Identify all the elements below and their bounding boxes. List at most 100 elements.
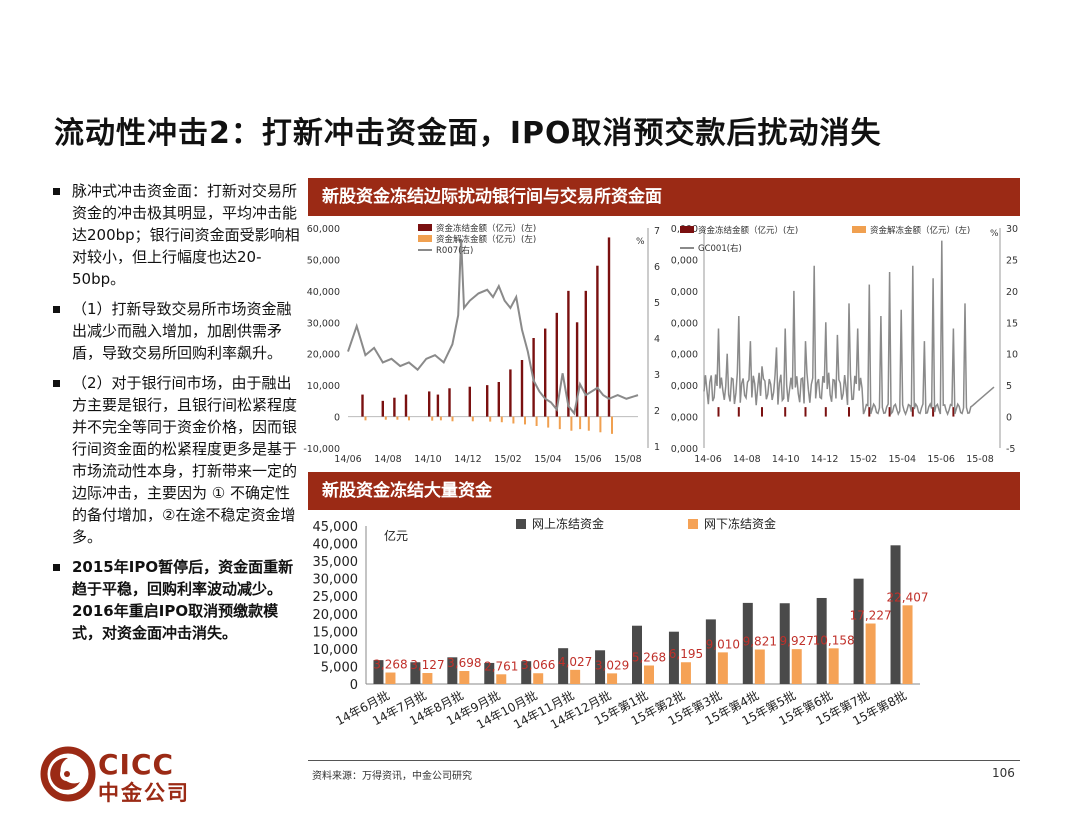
- page-title: 流动性冲击2：打新冲击资金面，IPO取消预交款后扰动消失: [54, 116, 882, 151]
- data-label: 5,268: [632, 651, 666, 665]
- logo-text-en: CICC: [98, 748, 175, 781]
- legend-label: 网下冻结资金: [704, 516, 776, 531]
- bar-offline: [496, 674, 507, 684]
- y-tick-label: 35,000: [313, 555, 359, 570]
- legend-swatch: [680, 226, 694, 233]
- freeze-bar: [567, 290, 570, 417]
- unfreeze-bar: [547, 416, 550, 428]
- footer-divider: [308, 760, 1020, 761]
- data-label: 3,698: [447, 656, 481, 670]
- unfreeze-bar: [599, 416, 602, 433]
- legend-label: 资金解冻金额（亿元）(左): [436, 234, 536, 245]
- y-tick-label: 40,000: [313, 538, 359, 553]
- x-tick-label: 15-08: [966, 454, 994, 465]
- freeze-bar: [784, 407, 787, 417]
- freeze-bar: [868, 407, 871, 417]
- bar-online: [484, 662, 495, 684]
- y-tick-label: 10,000: [313, 643, 359, 658]
- y-left-tick-label: 0,000: [671, 444, 698, 455]
- bar-online: [705, 619, 716, 684]
- r007-line: [347, 238, 639, 416]
- y-tick-label: 5,000: [321, 660, 358, 675]
- x-tick-label: 15-06: [927, 454, 955, 465]
- freeze-bar: [888, 407, 891, 417]
- data-label: 9,821: [743, 635, 777, 649]
- unfreeze-bar: [364, 416, 367, 421]
- unfreeze-bar: [500, 416, 503, 423]
- y-left-tick-label: 0,000: [671, 255, 698, 266]
- source-note: 资料来源：万得资讯，中金公司研究: [312, 771, 472, 782]
- bullet-text: （2）对于银行间市场，由于融出方主要是银行，且银行间松紧程度并不完全等同于资金价…: [72, 374, 298, 546]
- logo-text-cn: 中金公司: [98, 781, 190, 805]
- unfreeze-bar: [512, 416, 515, 424]
- legend-label: 资金冻结金额（亿元）(左): [698, 225, 798, 236]
- freeze-bar: [555, 312, 558, 417]
- y-right-unit: %: [990, 229, 999, 239]
- y-tick-label: 25,000: [313, 590, 359, 605]
- y-left-tick-label: 50,000: [307, 255, 340, 266]
- freeze-bar: [804, 407, 807, 417]
- y-left-tick-label: 0: [334, 413, 340, 424]
- legend-label: R007(右): [436, 245, 473, 256]
- freeze-bar: [717, 407, 720, 417]
- chart-ipo-frozen-funds: 45,000 40,000 35,000 30,000 25,000 20,000 15,0…: [313, 516, 929, 732]
- x-tick-label: 14-08: [733, 454, 761, 465]
- x-tick-label: 14-12: [811, 454, 839, 465]
- y-left-tick-label: 20,000: [307, 350, 340, 361]
- y-right-tick-label: 20: [1006, 287, 1018, 298]
- unfreeze-bar: [570, 416, 573, 431]
- y-right-tick-label: 7: [654, 226, 660, 237]
- bar-online: [447, 657, 458, 684]
- freeze-bar: [361, 394, 364, 417]
- bar-offline: [717, 652, 728, 684]
- x-tick-label: 14/10: [414, 454, 441, 465]
- y-left-tick-label: 40,000: [307, 287, 340, 298]
- data-label: 3,127: [410, 658, 444, 672]
- y-right-tick-label: 0: [1006, 413, 1012, 424]
- freeze-bar: [393, 397, 396, 417]
- y-right-tick-label: 1: [654, 442, 660, 453]
- legend-swatch: [418, 224, 432, 231]
- freeze-bar: [428, 391, 431, 417]
- page-number: 106: [992, 766, 1015, 780]
- unfreeze-bar: [524, 416, 526, 425]
- freeze-bar: [381, 400, 384, 417]
- bar-offline: [385, 672, 396, 684]
- bar-offline: [422, 673, 433, 684]
- legend-label: 资金冻结金额（亿元）(左): [436, 223, 536, 234]
- freeze-bar: [848, 407, 850, 417]
- y-right-tick-label: 5: [654, 298, 660, 309]
- freeze-bar: [607, 237, 611, 417]
- bullet-square-icon: [53, 188, 60, 195]
- data-label: 10,158: [813, 633, 855, 647]
- bar-online: [668, 631, 679, 684]
- bar-online: [779, 603, 790, 684]
- bar-offline: [828, 648, 839, 684]
- legend-swatch: [516, 519, 526, 529]
- freeze-bar: [575, 322, 579, 417]
- x-tick-label: 15/08: [614, 454, 641, 465]
- data-label: 17,227: [850, 609, 892, 623]
- freeze-bar: [737, 407, 740, 417]
- freeze-bar: [436, 394, 440, 417]
- bullet-text: 2015年IPO暂停后，资金面重新趋于平稳，回购利率波动减少。2016年重启IP…: [72, 558, 294, 642]
- freeze-bar: [911, 407, 914, 417]
- y-left-tick-label: 30,000: [307, 318, 340, 329]
- data-label: 3,066: [521, 658, 555, 672]
- unfreeze-bar: [408, 416, 410, 421]
- legend-label: 资金解冻金额（亿元）(左): [870, 225, 970, 236]
- bullet-item: （1）打新导致交易所市场资金融出减少而融入增加，加剧供需矛盾，导致交易所回购利率…: [50, 298, 300, 364]
- bar-offline: [607, 673, 618, 684]
- unfreeze-bar: [439, 416, 442, 421]
- freeze-bar: [486, 385, 489, 417]
- y-left-tick-label: 0,000: [671, 350, 698, 361]
- y-left-tick-label: -10,000: [303, 444, 340, 455]
- legend-swatch: [418, 235, 432, 242]
- y-axis-unit: 亿元: [384, 528, 408, 543]
- unfreeze-bar: [396, 416, 399, 420]
- unfreeze-bar: [471, 416, 474, 422]
- freeze-bar: [952, 407, 955, 417]
- unfreeze-bar: [489, 416, 492, 422]
- gc001-line: [703, 240, 995, 417]
- data-label: 4,027: [558, 655, 592, 669]
